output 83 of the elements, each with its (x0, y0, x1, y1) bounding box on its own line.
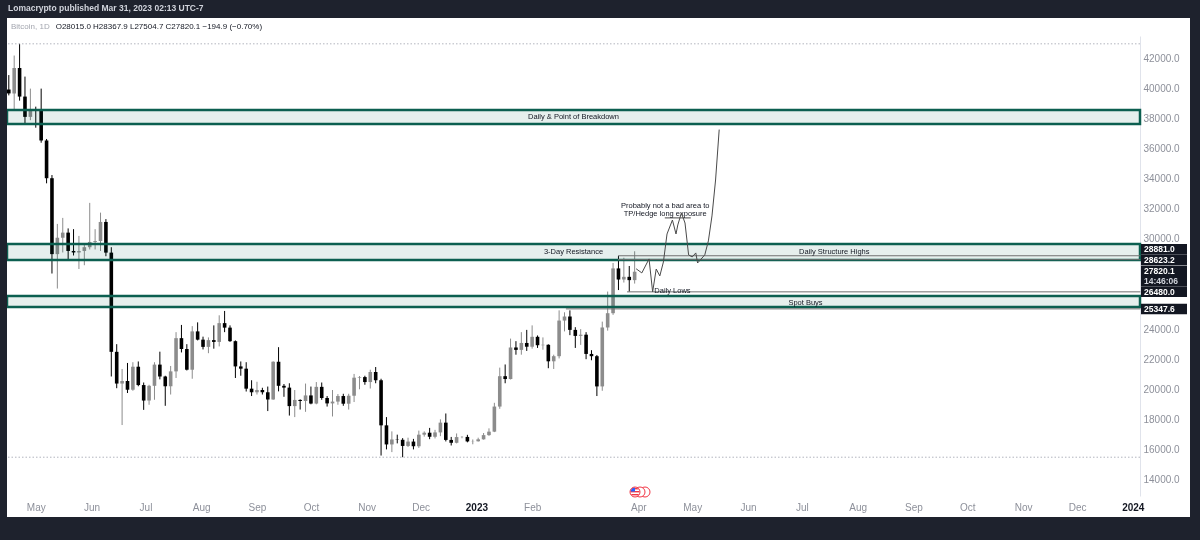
candlestick (584, 331, 588, 360)
candlestick (185, 343, 189, 371)
data-label: 28623.2 (1144, 254, 1175, 265)
y-tick-label: 30000.0 (1143, 233, 1181, 245)
y-tick-label: 20000.0 (1143, 383, 1181, 395)
x-tick-label: Jul (796, 501, 809, 513)
candlestick (514, 340, 518, 356)
x-tick-label: Dec (1068, 501, 1087, 513)
candlestick (298, 398, 302, 411)
x-tick-label: Jun (740, 501, 757, 513)
candlestick (303, 383, 308, 413)
candlestick (131, 361, 135, 392)
candlestick (352, 373, 356, 403)
candlestick (325, 395, 329, 408)
candlestick (282, 383, 286, 398)
x-tick-label: Jul (139, 501, 153, 513)
x-tick-label: May (683, 501, 703, 513)
y-tick-label: 40000.0 (1143, 83, 1181, 95)
y-tick-label: 22000.0 (1143, 353, 1181, 365)
candlestick (255, 381, 259, 396)
y-tick-label: 38000.0 (1143, 113, 1181, 125)
candlestick (93, 228, 97, 250)
candlestick (573, 326, 578, 349)
x-tick-label: May (26, 501, 46, 513)
candlestick (136, 360, 141, 387)
candlestick (66, 227, 70, 260)
chart-title: Bitcoin, 1D (11, 22, 50, 31)
data-label: 25347.6 (1144, 303, 1175, 314)
x-tick-label: Nov (1014, 501, 1033, 513)
x-tick-label: Aug (192, 501, 211, 513)
candlestick (627, 265, 632, 293)
chart-subtitle: O28015.0 H28367.9 L27504.7 C27820.1 −194.9 (−0.70%) (55, 22, 263, 31)
candlestick (120, 368, 124, 426)
data-label: 28881.0 (1144, 244, 1175, 255)
candlestick (222, 310, 227, 333)
candlestick (444, 412, 448, 442)
x-tick-label: Sep (905, 501, 924, 513)
y-tick-label: 34000.0 (1143, 173, 1181, 185)
y-tick-label: 18000.0 (1143, 413, 1181, 425)
y-tick-label: 42000.0 (1143, 53, 1181, 65)
candlestick (357, 375, 362, 390)
candlestick (158, 351, 162, 380)
candlestick (503, 363, 507, 384)
x-tick-label: 2024 (1122, 501, 1145, 513)
y-tick-label: 36000.0 (1143, 143, 1181, 155)
x-tick-label: Dec (412, 501, 431, 513)
candlestick (23, 76, 27, 124)
candlestick (530, 324, 534, 350)
candlestick (147, 384, 151, 406)
candlestick (406, 437, 410, 448)
candlestick (336, 393, 340, 406)
y-tick-label: 32000.0 (1143, 203, 1181, 215)
candlestick (524, 329, 529, 352)
candlestick (87, 202, 92, 250)
text: 14:46:06 (1144, 276, 1179, 287)
candlestick (163, 375, 168, 407)
text: Lomacrypto published Mar 31, 2023 02:13 UTC-7 (8, 3, 204, 13)
data-label: 26480.0 (1144, 286, 1175, 297)
x-tick-label: Oct (960, 501, 976, 513)
candlestick (244, 361, 248, 393)
y-tick-label: 16000.0 (1143, 443, 1181, 455)
x-tick-label: Aug (849, 501, 868, 513)
y-tick-label: 24000.0 (1143, 323, 1181, 335)
candlestick (212, 324, 216, 350)
candlestick (568, 309, 572, 336)
x-tick-label: Nov (358, 501, 377, 513)
x-tick-label: Sep (248, 501, 267, 513)
x-tick-label: Apr (630, 501, 648, 513)
candlestick (217, 314, 222, 347)
y-tick-label: 14000.0 (1143, 473, 1181, 485)
x-tick-label: 2023 (465, 501, 489, 513)
candlestick (368, 369, 373, 390)
candlestick (390, 430, 394, 453)
candlestick (265, 386, 270, 412)
x-tick-label: Oct (303, 501, 320, 513)
candlestick (487, 427, 491, 437)
candlestick (616, 255, 621, 291)
candlestick (622, 257, 626, 284)
candlestick (60, 217, 65, 253)
candlestick (292, 389, 297, 418)
x-tick-label: Jun (83, 501, 101, 513)
x-tick-label: Feb (524, 501, 542, 513)
text: 27820.1 (1144, 265, 1175, 276)
